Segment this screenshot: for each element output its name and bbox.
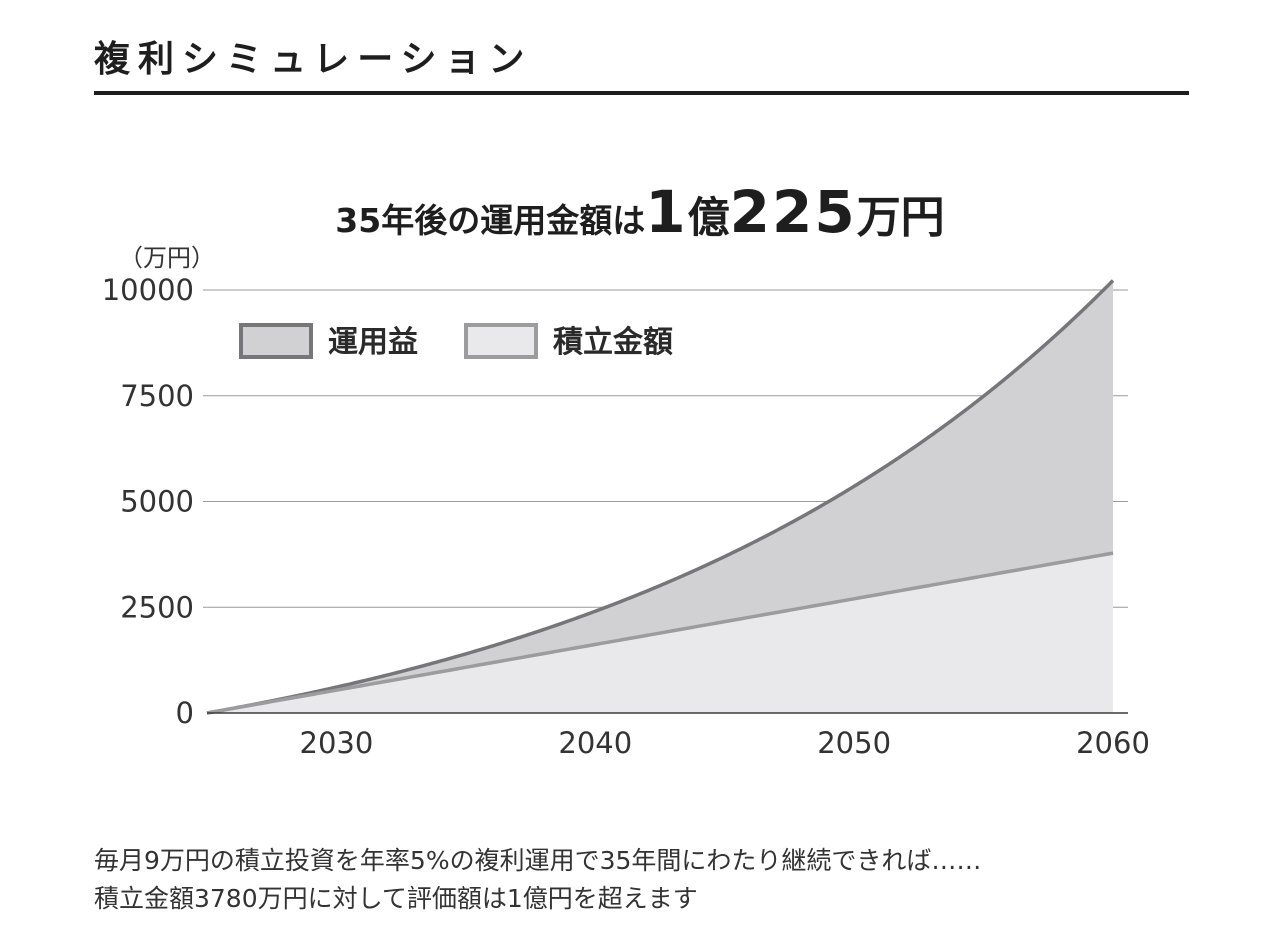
page-title: 複利シミュレーション: [94, 39, 533, 80]
y-tick-10000: 10000: [102, 273, 194, 307]
caption-line-2: 積立金額3780万円に対して評価額は1億円を超えます: [94, 884, 698, 913]
chart-headline: 35年後の運用金額は1億225万円: [0, 178, 1280, 246]
legend-swatch-gain: [239, 323, 313, 359]
x-tick-2040: 2040: [558, 726, 632, 760]
headline-oku-number: 1: [645, 178, 688, 246]
headline-lead: 35年後の運用金額は: [335, 201, 646, 240]
caption-line-1: 毎月9万円の積立投資を年率5%の複利運用で35年間にわたり継続できれば……: [94, 846, 982, 875]
y-tick-7500: 7500: [120, 379, 194, 413]
caption: 毎月9万円の積立投資を年率5%の複利運用で35年間にわたり継続できれば…… 積立…: [94, 842, 981, 918]
x-tick-2030: 2030: [300, 726, 374, 760]
legend-label-principal: 積立金額: [553, 325, 673, 360]
legend: 運用益 積立金額: [239, 323, 673, 360]
headline-yen-unit: 万円: [856, 192, 945, 243]
title-rule: [94, 91, 1189, 95]
headline-man-number: 225: [729, 178, 857, 246]
x-tick-labels: 2030 2040 2050 2060: [300, 726, 1150, 760]
y-tick-5000: 5000: [120, 485, 194, 519]
headline-oku-unit: 億: [687, 193, 730, 242]
y-tick-labels: 0 2500 5000 7500 10000: [102, 273, 194, 730]
legend-label-gain: 運用益: [328, 325, 418, 360]
x-tick-2060: 2060: [1076, 726, 1150, 760]
legend-swatch-principal: [464, 323, 538, 359]
x-tick-2050: 2050: [817, 726, 891, 760]
y-axis-unit-label: （万円）: [119, 244, 215, 272]
y-tick-0: 0: [176, 696, 194, 730]
y-tick-2500: 2500: [120, 590, 194, 624]
total-line: [206, 279, 1115, 715]
principal-line: [206, 551, 1114, 715]
